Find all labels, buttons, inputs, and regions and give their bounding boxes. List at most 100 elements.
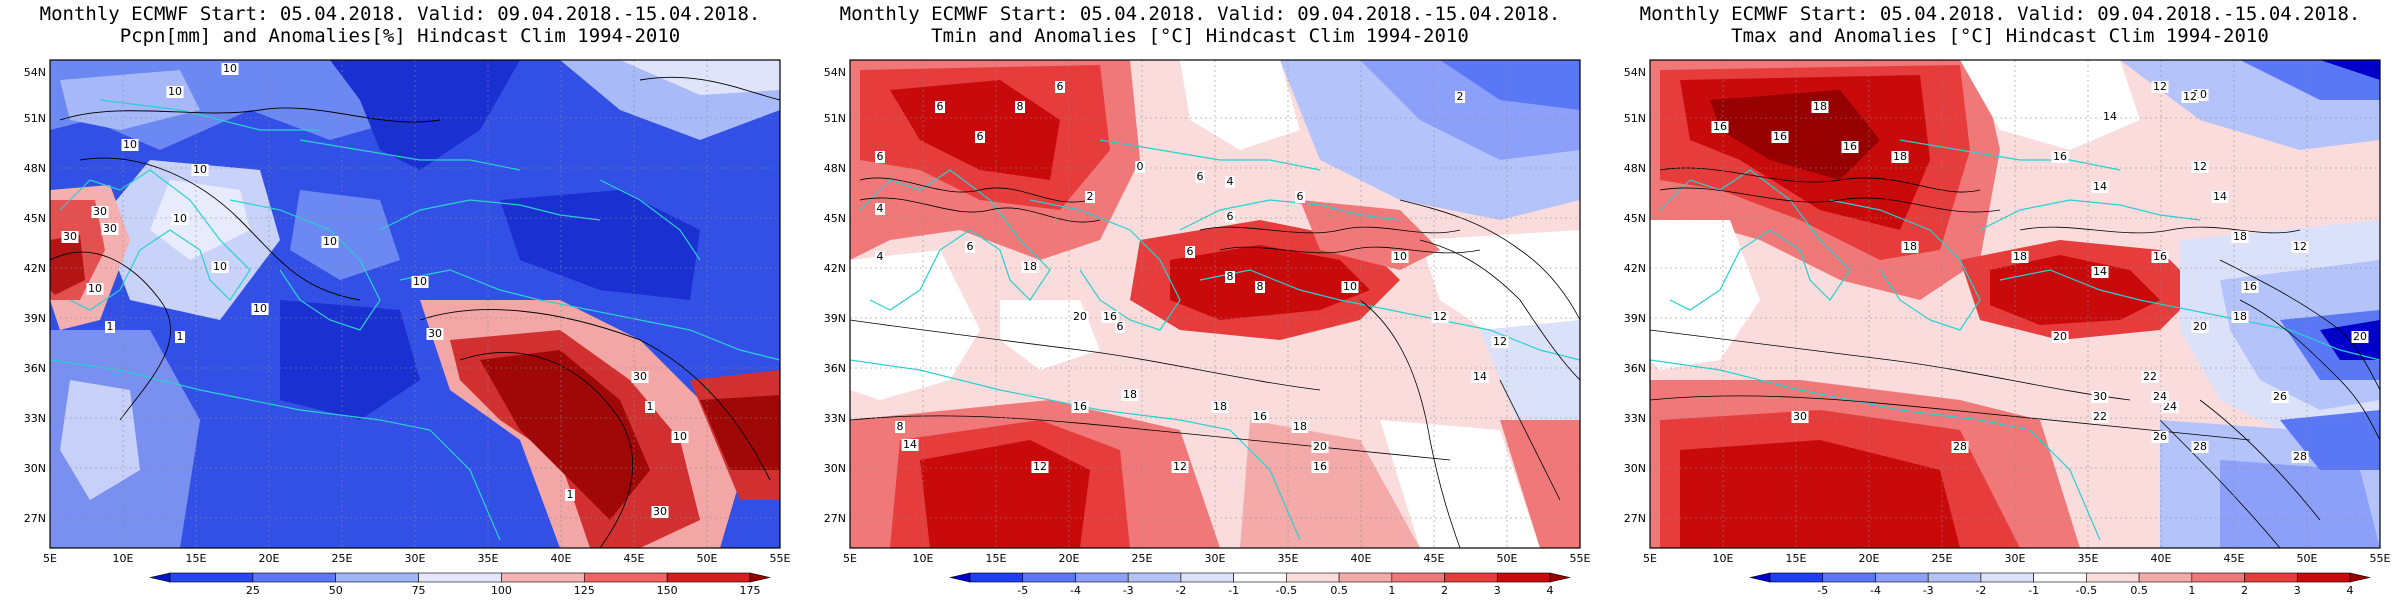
contour-label: 14 (2213, 190, 2227, 203)
contour-label: 10 (88, 282, 102, 295)
longitude-tick-label: 40E (2151, 552, 2172, 565)
contour-label-box (251, 303, 269, 315)
colorbar-label: 0.5 (2130, 584, 2148, 597)
longitude-tick-label: 5E (1643, 552, 1657, 565)
latitude-tick-label: 33N (824, 412, 846, 425)
colorbar-arrow-high (749, 572, 771, 583)
latitude-tick-label: 36N (24, 362, 46, 375)
contour-label-box (1135, 161, 1145, 173)
contour-label-box (2151, 251, 2169, 263)
latitude-tick-labels: 54N 51N 48N 45N 42N 39N 36N 33N 30N 27N (1624, 66, 1646, 525)
contour-label-box (1291, 421, 1309, 433)
longitude-tick-label: 15E (186, 552, 207, 565)
latitude-tick-label: 48N (1624, 162, 1646, 175)
contour-label-box (1225, 211, 1235, 223)
contour-label: 12 (1173, 460, 1187, 473)
map-grid (850, 60, 1580, 548)
latitude-tick-label: 54N (1624, 66, 1646, 79)
contour-label: 1 (567, 488, 574, 501)
contour-label-box (671, 431, 689, 443)
colorbar-segment (501, 572, 585, 583)
contour-label: 30 (633, 370, 647, 383)
colorbar-label: 50 (329, 584, 343, 597)
contour-label-box (191, 164, 209, 176)
contour-label: 10 (413, 275, 427, 288)
panel-title-line2: Tmin and Anomalies [°C] Hindcast Clim 19… (931, 25, 1469, 47)
contour-label-box (166, 86, 184, 98)
contour-labels: 10 10 10 30 30 30 1 10 10 10 10 1 10 10 10 30 30 10 1 1 30 (61, 62, 689, 518)
contour-label-box (2231, 231, 2249, 243)
map-frame (1649, 59, 2381, 549)
longitude-tick-label: 45E (2224, 552, 2245, 565)
contour-label: 28 (1953, 440, 1967, 453)
contour-label-box (1811, 101, 1829, 113)
contour-label-box (2141, 371, 2159, 383)
contour-label: 10 (673, 430, 687, 443)
contour-label-box (965, 241, 975, 253)
contour-label-box (1491, 336, 1509, 348)
contour-label-box (631, 371, 649, 383)
latitude-tick-label: 42N (824, 262, 846, 275)
colorbar-label: 1 (1388, 584, 1395, 597)
contour-label-box (975, 131, 985, 143)
precipitation-map: 10 10 10 30 30 30 1 10 10 10 10 1 10 10 10 30 30 10 1 1 30 5… (24, 59, 791, 597)
contour-label: 30 (63, 230, 77, 243)
contour-label-box (1171, 461, 1189, 473)
colorbar-segment (1338, 572, 1393, 583)
contour-label: 8 (1017, 100, 1024, 113)
contour-label: 6 (1117, 320, 1124, 333)
contour-label-box (411, 276, 429, 288)
contour-label: 2 (1087, 190, 1094, 203)
latitude-tick-labels: 54N 51N 48N 45N 42N 39N 36N 33N 30N 27N (24, 66, 46, 525)
contour-label-box (2091, 181, 2109, 193)
contour-label: 10 (123, 138, 137, 151)
contour-label: 16 (1103, 310, 1117, 323)
contour-label-box (2051, 331, 2069, 343)
contour-label: 18 (1293, 420, 1307, 433)
contour-label: 28 (2193, 440, 2207, 453)
contour-label: 4 (877, 250, 884, 263)
contour-label-box (2231, 311, 2249, 323)
contour-label: 10 (213, 260, 227, 273)
contour-label: 22 (2143, 370, 2157, 383)
longitude-tick-label: 20E (1059, 552, 1080, 565)
panel-precipitation: Monthly ECMWF Start: 05.04.2018. Valid: … (0, 0, 800, 600)
colorbar-label: -1 (1228, 584, 1239, 597)
colorbar-label: 75 (412, 584, 426, 597)
longitude-tick-label: 45E (624, 552, 645, 565)
map-grid (50, 60, 780, 548)
colorbar-arrow-high (2349, 572, 2371, 583)
latitude-tick-label: 27N (824, 512, 846, 525)
latitude-tick-label: 42N (1624, 262, 1646, 275)
latitude-tick-label: 54N (824, 66, 846, 79)
colorbar-label: 2 (2241, 584, 2248, 597)
contour-label-box (2091, 411, 2109, 423)
contour-label: 6 (1227, 210, 1234, 223)
contour-label-box (895, 421, 905, 433)
contour-label: 16 (1313, 460, 1327, 473)
colorbar-segment (1927, 572, 1982, 583)
contour-label: 16 (1073, 400, 1087, 413)
longitude-tick-label: 50E (2297, 552, 2318, 565)
contour-label: 10 (223, 62, 237, 75)
contour-label-box (1341, 281, 1359, 293)
precipitation-coastlines (50, 99, 780, 541)
longitude-tick-label: 10E (1713, 552, 1734, 565)
contour-label-box (2151, 431, 2169, 443)
contour-label: 6 (937, 100, 944, 113)
contour-label-box (1251, 411, 1269, 423)
map-frame (849, 59, 1581, 549)
colorbar-segment (2033, 572, 2087, 583)
latitude-tick-label: 30N (824, 462, 846, 475)
contour-label-box (1185, 246, 1195, 258)
contour-label: 0 (1137, 160, 1144, 173)
latitude-tick-label: 27N (24, 512, 46, 525)
contour-label-box (1115, 321, 1125, 333)
colorbar-label: -3 (1923, 584, 1934, 597)
contour-label-box (221, 63, 239, 75)
contour-label: 10 (1343, 280, 1357, 293)
colorbar-label: 25 (246, 584, 260, 597)
longitude-tick-label: 50E (697, 552, 718, 565)
contour-label-box (1951, 441, 1969, 453)
